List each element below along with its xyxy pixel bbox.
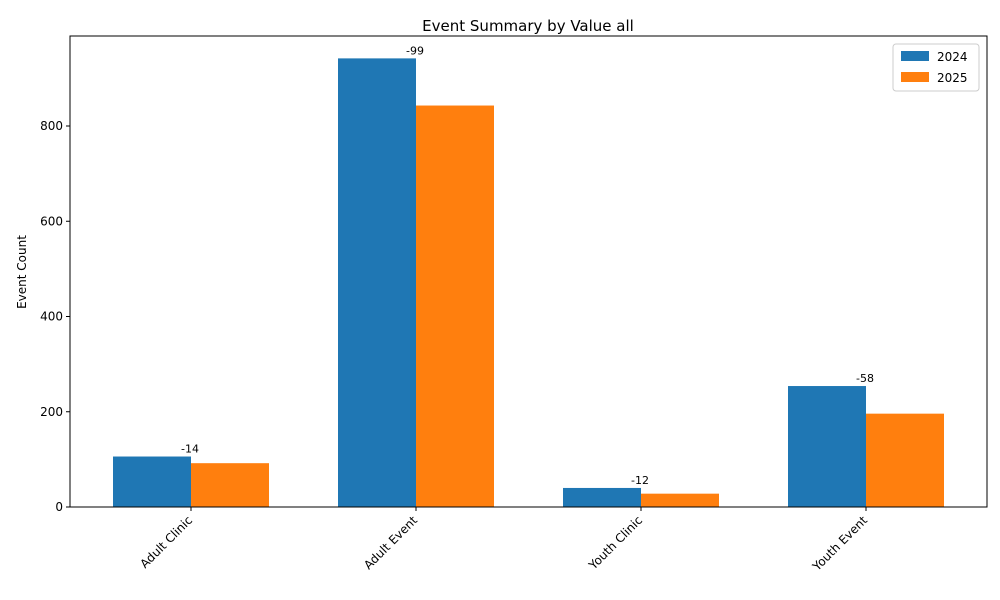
bar-2024-youth-event [788, 386, 866, 507]
bar-2024-youth-clinic [563, 487, 641, 507]
y-tick-label: 400 [40, 310, 63, 324]
bar-2025-youth-clinic [641, 493, 719, 507]
delta-label: -58 [856, 372, 874, 385]
delta-label: -12 [631, 474, 649, 487]
y-tick-label: 200 [40, 405, 63, 419]
y-tick-label: 800 [40, 119, 63, 133]
x-tick-label: Youth Clinic [585, 513, 645, 573]
x-tick-label: Adult Event [361, 513, 420, 572]
bar-2024-adult-event [338, 58, 416, 508]
legend-label-2024: 2024 [937, 50, 968, 64]
y-axis: 0 200 400 600 800 [40, 119, 70, 514]
x-tick-label: Adult Clinic [137, 513, 195, 571]
bar-2025-adult-clinic [191, 463, 269, 507]
legend-swatch-2024 [901, 51, 929, 61]
y-tick-label: 0 [55, 500, 63, 514]
legend-label-2025: 2025 [937, 71, 968, 85]
y-axis-title: Event Count [15, 235, 29, 309]
delta-label: -14 [181, 443, 199, 456]
x-axis: Adult Clinic Adult Event Youth Clinic Youth… [137, 507, 870, 574]
delta-annotations-group: -14 -99 -12 -58 [181, 44, 874, 487]
bar-2024-adult-clinic [113, 456, 191, 507]
bars-group [113, 58, 944, 508]
delta-label: -99 [406, 44, 424, 57]
bar-2025-adult-event [416, 105, 494, 508]
y-tick-label: 600 [40, 214, 63, 228]
plot-frame [69, 35, 988, 508]
chart-title: Event Summary by Value all [422, 17, 634, 35]
legend-swatch-2025 [901, 72, 929, 82]
legend: 2024 2025 [892, 43, 980, 92]
bar-2025-youth-event [866, 413, 944, 507]
x-tick-label: Youth Event [809, 513, 870, 574]
